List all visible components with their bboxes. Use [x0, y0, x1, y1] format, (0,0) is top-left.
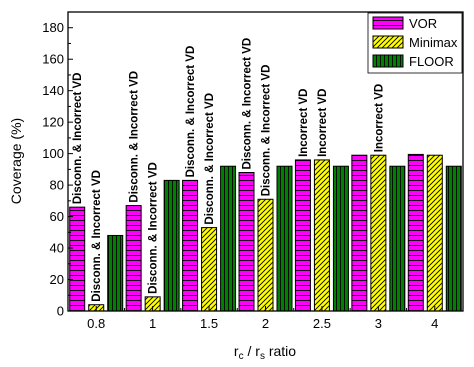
y-tick-label: 140	[42, 83, 64, 98]
annotation-label: Incorrect VD	[373, 84, 385, 152]
annotation-label: Disconn. & Incorrect VD	[185, 46, 197, 178]
bar-floor-4	[445, 165, 462, 312]
y-tick-label: 20	[50, 272, 64, 287]
y-tick-label: 180	[42, 20, 64, 35]
legend-swatch-vor	[372, 16, 404, 30]
x-tick-label: 0.8	[87, 316, 105, 331]
bar-minimax-2.5	[313, 159, 330, 312]
bar-vor-1	[125, 205, 142, 312]
bar-minimax-2	[257, 198, 274, 312]
bar-floor-3	[389, 165, 406, 312]
annotations-layer: Disconn. & Incorrect VD Disconn. & Incorr…	[72, 38, 385, 302]
x-axis-title: rc / rs ratio	[234, 343, 296, 362]
x-tick-label: 1.5	[200, 316, 218, 331]
annotation-label: Incorrect VD	[298, 89, 310, 157]
bar-vor-2	[238, 172, 255, 312]
bar-vor-3	[351, 154, 368, 312]
bar-floor-1.5	[220, 165, 237, 312]
bar-minimax-4	[426, 154, 443, 312]
legend-swatch-floor	[372, 54, 404, 68]
x-axis: 0.8 1 1.5 2 2.5 3 4	[67, 306, 464, 331]
x-tick-label: 2.5	[313, 316, 331, 331]
x-tick-label: 4	[431, 316, 438, 331]
annotation-label: Disconn. & Incorrect VD	[129, 71, 141, 203]
annotation-label: Incorrect VD	[317, 89, 329, 157]
y-tick-label: 0	[57, 304, 64, 319]
bar-floor-2	[276, 165, 293, 312]
bar-minimax-1.5	[201, 227, 218, 312]
legend-label-minimax: Minimax	[409, 35, 458, 50]
y-axis: 0 20 40 60 80 100 120 140 160 180	[42, 20, 73, 319]
legend-swatch-minimax	[372, 35, 404, 49]
bar-minimax-3	[370, 154, 387, 312]
y-tick-label: 40	[50, 241, 64, 256]
x-tick-label: 3	[375, 316, 382, 331]
y-tick-label: 120	[42, 115, 64, 130]
bar-floor-1	[163, 179, 180, 312]
bar-vor-2.5	[294, 159, 311, 312]
y-axis-title: Coverage (%)	[8, 118, 24, 204]
bars-layer	[69, 153, 462, 312]
legend-label-vor: VOR	[409, 16, 437, 31]
annotation-label: Disconn. & Incorrect VD	[72, 72, 84, 204]
bar-vor-0.8	[69, 206, 86, 312]
annotation-label: Disconn. & Incorrect VD	[148, 162, 160, 294]
bar-floor-2.5	[332, 165, 349, 312]
annotation-label: Disconn. & Incorrect VD	[261, 65, 273, 197]
x-tick-label: 1	[149, 316, 156, 331]
bar-vor-4	[407, 153, 424, 312]
bar-floor-0.8	[107, 234, 124, 312]
legend-label-floor: FLOOR	[409, 54, 454, 69]
x-tick-label: 2	[262, 316, 269, 331]
annotation-label: Disconn. & Incorrect VD	[91, 170, 103, 302]
y-tick-label: 80	[50, 178, 64, 193]
y-tick-label: 100	[42, 146, 64, 161]
legend: VOR Minimax FLOOR	[367, 12, 463, 74]
y-tick-label: 160	[42, 52, 64, 67]
bar-vor-1.5	[182, 179, 199, 312]
annotation-label: Disconn. & Incorrect VD	[204, 93, 216, 225]
annotation-label: Disconn. & Incorrect VD	[242, 38, 254, 170]
y-tick-label: 60	[50, 209, 64, 224]
